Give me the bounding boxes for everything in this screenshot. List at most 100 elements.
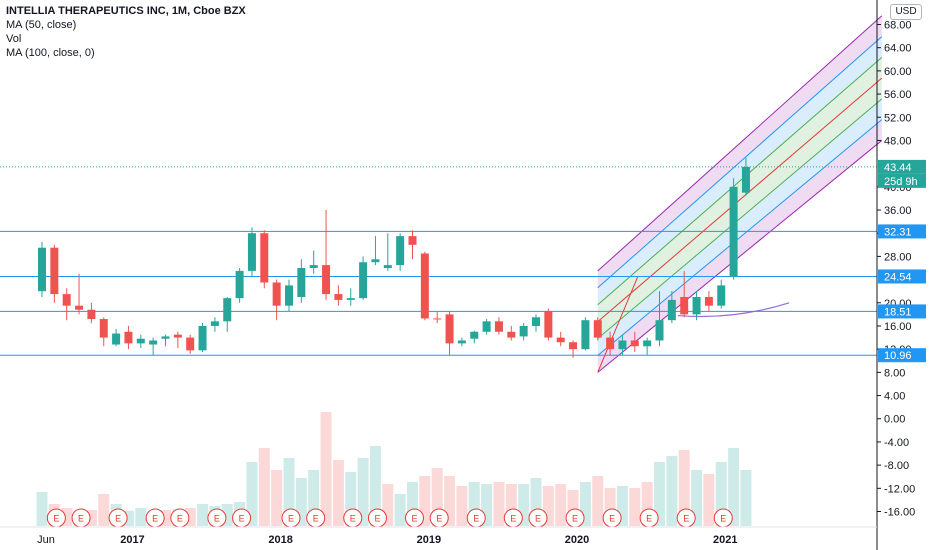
candle-body[interactable]: [297, 268, 306, 297]
candle-body[interactable]: [198, 325, 207, 351]
earnings-marker-label: E: [374, 514, 380, 524]
candle-body[interactable]: [704, 296, 713, 306]
channel-line: [597, 36, 883, 289]
candle-body[interactable]: [680, 296, 689, 315]
volume-bar: [468, 482, 480, 526]
candle-body[interactable]: [359, 262, 368, 299]
candle-body[interactable]: [470, 331, 479, 339]
candle-body[interactable]: [223, 298, 232, 322]
y-tick-label: -16.00: [884, 507, 915, 519]
candle-body[interactable]: [99, 319, 108, 338]
candle-body[interactable]: [482, 321, 491, 332]
candle-body[interactable]: [50, 247, 59, 295]
x-tick-label: Jun: [37, 534, 55, 546]
currency-button[interactable]: USD: [890, 4, 922, 20]
candle-body[interactable]: [569, 342, 578, 350]
volume-bar: [36, 492, 48, 526]
candle-body[interactable]: [334, 294, 343, 300]
candle-body[interactable]: [186, 337, 195, 351]
y-tick-label: -8.00: [884, 460, 909, 472]
volume-bar: [221, 504, 233, 526]
volume-bar: [258, 448, 270, 526]
earnings-marker-label: E: [53, 514, 59, 524]
channel-band: [597, 57, 882, 322]
volume-bar: [740, 470, 752, 526]
candle-body[interactable]: [729, 186, 738, 277]
level-box: [878, 304, 926, 319]
y-tick-label: -4.00: [884, 437, 909, 449]
candle-body[interactable]: [396, 236, 405, 266]
candle-body[interactable]: [173, 334, 182, 338]
volume-bar: [184, 508, 196, 526]
candle-body[interactable]: [408, 236, 417, 245]
candle-body[interactable]: [692, 296, 701, 315]
candle-body[interactable]: [383, 265, 392, 268]
candle-body[interactable]: [445, 314, 454, 344]
legend-ma50[interactable]: MA (50, close): [6, 19, 77, 31]
candle-body[interactable]: [618, 340, 627, 350]
candle-body[interactable]: [235, 270, 244, 299]
candle-body[interactable]: [149, 340, 158, 345]
candle-body[interactable]: [519, 325, 528, 337]
candle-body[interactable]: [136, 338, 145, 344]
candle-body[interactable]: [544, 311, 553, 338]
candle-body[interactable]: [75, 305, 84, 310]
candle-body[interactable]: [457, 340, 466, 344]
candle-body[interactable]: [556, 337, 565, 343]
candle-body[interactable]: [322, 265, 331, 295]
candle-body[interactable]: [260, 233, 269, 283]
earnings-marker-label: E: [78, 514, 84, 524]
earnings-marker-label: E: [436, 514, 442, 524]
y-tick-label: 28.00: [884, 251, 912, 263]
candle-body[interactable]: [112, 333, 121, 345]
candle-body[interactable]: [285, 285, 293, 306]
candle-body[interactable]: [161, 336, 170, 339]
candle-body[interactable]: [247, 233, 256, 271]
volume-bar: [431, 468, 443, 526]
candle-body[interactable]: [581, 320, 590, 350]
earnings-marker-label: E: [239, 514, 245, 524]
volume-bar: [382, 484, 394, 526]
candle-body[interactable]: [507, 331, 516, 338]
candle-body[interactable]: [371, 259, 380, 263]
candle-body[interactable]: [346, 298, 355, 300]
candle-body[interactable]: [272, 282, 281, 306]
candle-body[interactable]: [667, 299, 676, 321]
candle-body[interactable]: [494, 321, 503, 332]
candle-body[interactable]: [124, 331, 133, 344]
legend-vol[interactable]: Vol: [6, 33, 22, 45]
candle-body[interactable]: [433, 318, 442, 320]
volume-bar: [456, 486, 468, 526]
volume-bar: [715, 462, 727, 526]
earnings-marker-label: E: [646, 514, 652, 524]
candle-body[interactable]: [309, 265, 318, 268]
channel-line: [597, 119, 883, 356]
candle-body[interactable]: [62, 294, 71, 306]
level-label: 10.96: [884, 350, 912, 362]
candle-body[interactable]: [643, 340, 652, 347]
volume-bar: [295, 478, 307, 526]
y-tick-label: 16.00: [884, 321, 912, 333]
candle-body[interactable]: [38, 247, 46, 292]
candle-body[interactable]: [420, 253, 429, 319]
earnings-marker-label: E: [572, 514, 578, 524]
volume-bar: [493, 482, 505, 526]
candle-body[interactable]: [210, 321, 219, 326]
x-tick-label: 2019: [417, 534, 441, 546]
candle-body[interactable]: [741, 166, 750, 193]
y-tick-label: 36.00: [884, 205, 912, 217]
volume-bar: [98, 494, 110, 526]
x-tick-label: 2021: [713, 534, 737, 546]
earnings-marker-label: E: [609, 514, 615, 524]
candle-body[interactable]: [532, 317, 540, 326]
candle-body[interactable]: [717, 285, 726, 306]
earnings-marker-label: E: [411, 514, 417, 524]
candle-body[interactable]: [655, 320, 664, 341]
candle-body[interactable]: [606, 337, 615, 350]
candle-body[interactable]: [87, 309, 96, 320]
candle-body[interactable]: [630, 340, 639, 347]
legend-ma100[interactable]: MA (100, close, 0): [6, 47, 95, 59]
volume-bar: [579, 482, 591, 526]
candle-body[interactable]: [593, 320, 602, 338]
